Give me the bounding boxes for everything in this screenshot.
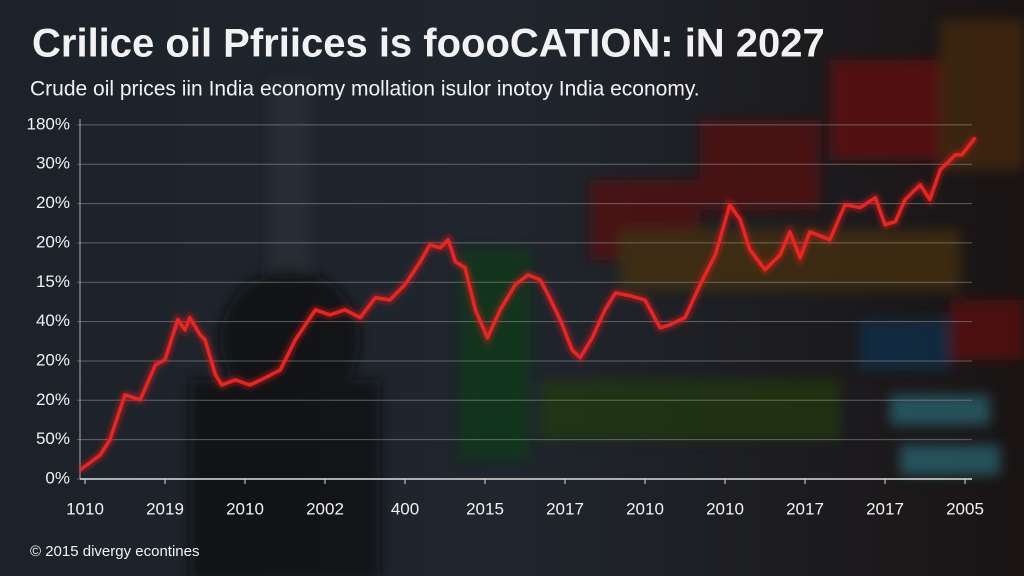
- y-tick-label: 15%: [36, 272, 70, 291]
- x-tick-label: 2019: [146, 499, 184, 518]
- y-tick-label: 0%: [45, 468, 70, 487]
- x-tick-label: 2017: [866, 499, 904, 518]
- x-tick-label: 2010: [226, 499, 264, 518]
- chart-title: Crilice oil Pfriices is foooCATION: iN 2…: [32, 22, 825, 66]
- x-tick-label: 1010: [66, 499, 104, 518]
- y-tick-label: 20%: [36, 350, 70, 369]
- y-tick-label: 20%: [36, 193, 70, 212]
- x-tick-label: 2010: [706, 499, 744, 518]
- y-tick-label: 50%: [36, 429, 70, 448]
- y-tick-label: 20%: [36, 232, 70, 251]
- footer: © 2015 divergy econtines: [30, 543, 200, 560]
- x-tick-label: 2015: [466, 499, 504, 518]
- y-tick-label: 180%: [27, 114, 70, 133]
- y-tick-label: 30%: [36, 154, 70, 173]
- x-tick-label: 2002: [306, 499, 344, 518]
- chart-subtitle: Crude oil prices iin India economy molla…: [30, 78, 700, 101]
- x-tick-label: 2010: [626, 499, 664, 518]
- x-tick-label: 400: [391, 499, 419, 518]
- background-board: [190, 20, 1024, 576]
- x-tick-label: 2017: [786, 499, 824, 518]
- x-tick-label: 2005: [946, 499, 984, 518]
- x-tick-label: 2017: [546, 499, 584, 518]
- y-tick-label: 40%: [36, 311, 70, 330]
- y-tick-label: 20%: [36, 390, 70, 409]
- data-line: [79, 136, 977, 472]
